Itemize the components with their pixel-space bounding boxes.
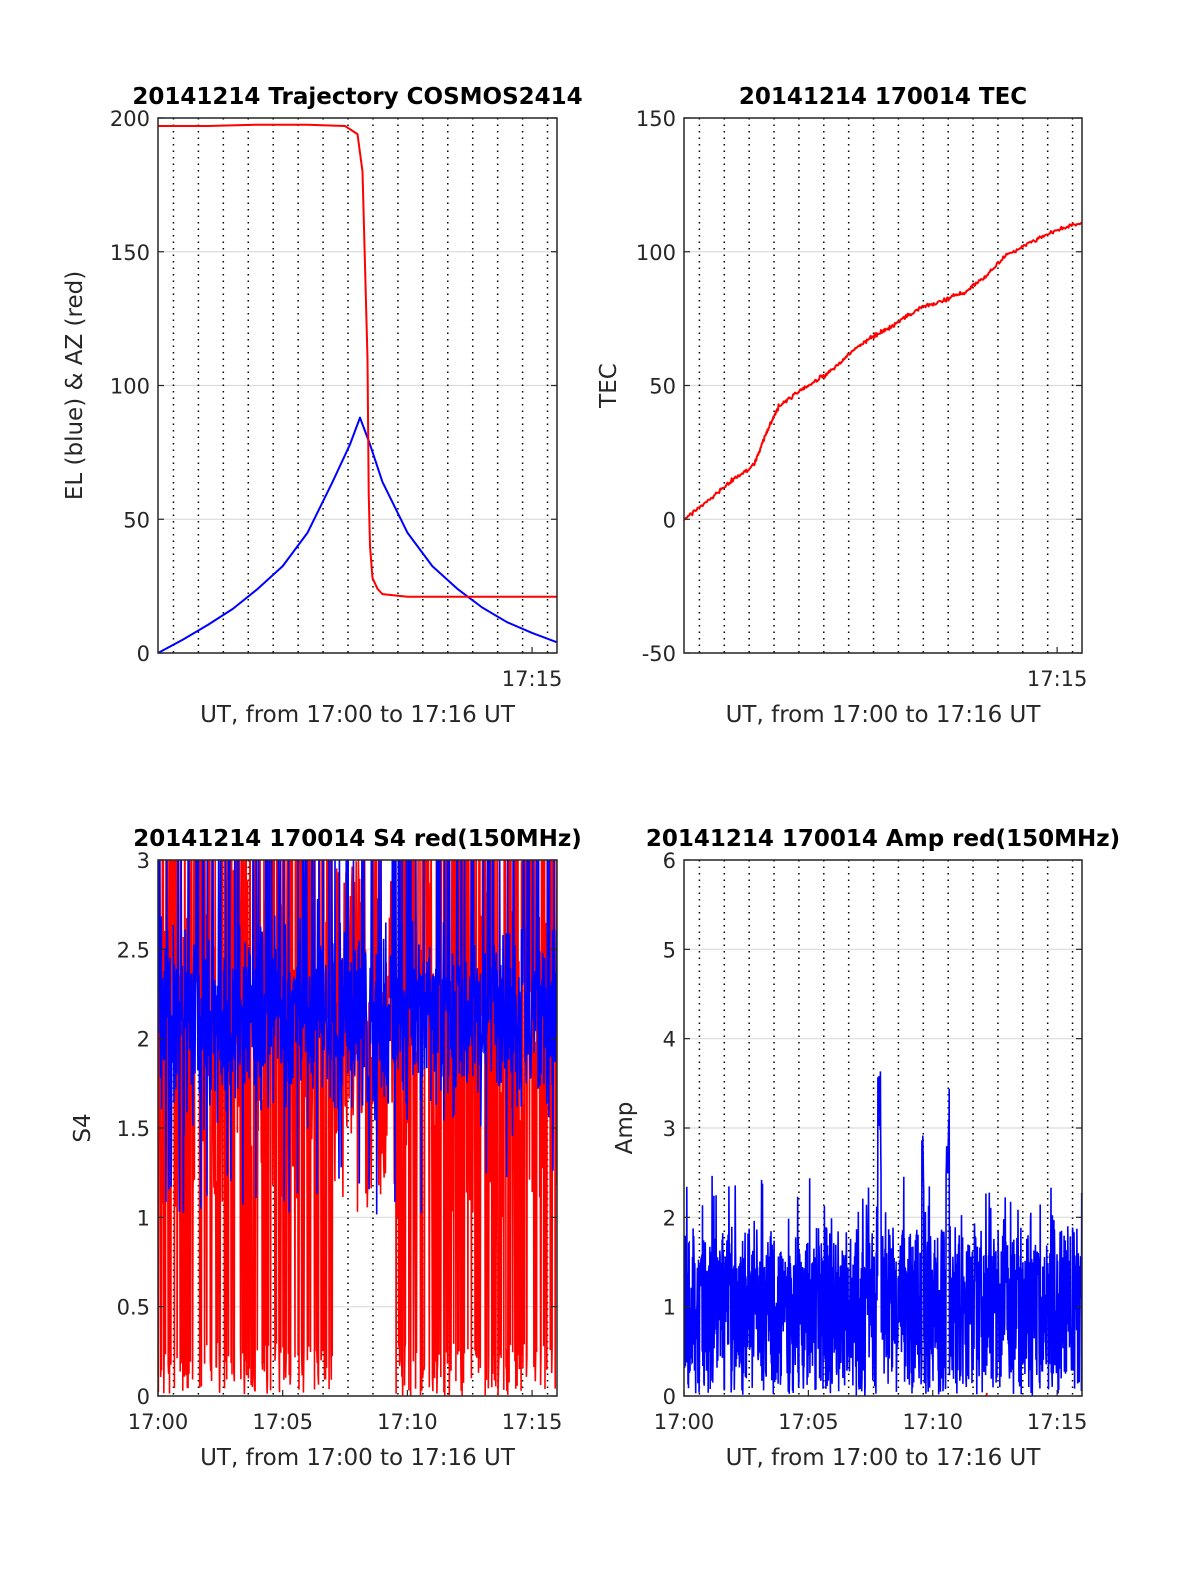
y-tick-label: 1.5 — [117, 1117, 150, 1141]
x-tick-label: 17:15 — [1027, 1410, 1088, 1434]
y-tick-label: 0 — [137, 1385, 150, 1409]
y-tick-label: 2.5 — [117, 938, 150, 962]
y-axis-label: EL (blue) & AZ (red) — [62, 271, 88, 500]
y-tick-label: -50 — [642, 642, 676, 666]
x-tick-label: 17:15 — [502, 667, 563, 691]
el-series-line — [158, 416, 557, 653]
y-tick-label: 3 — [663, 1117, 676, 1141]
x-tick-label: 17:05 — [778, 1410, 839, 1434]
y-tick-label: 50 — [649, 375, 676, 399]
amp-panel: 0 1 2 3 4 5 6 17:00 17:05 17:10 17:15 20141214 1700… — [612, 826, 1120, 1471]
x-axis-label: UT, from 17:00 to 17:16 UT — [200, 1445, 516, 1471]
amp-series-line — [684, 1071, 1082, 1396]
x-tick-label: 17:00 — [654, 1410, 715, 1434]
trajectory-panel: 0 50 100 150 200 17:15 20141214 Trajectory COS… — [62, 84, 583, 728]
y-tick-label: 150 — [110, 241, 150, 265]
chart-title: 20141214 170014 Amp red(150MHz) — [646, 826, 1120, 852]
y-tick-label: 0 — [663, 508, 676, 532]
plot-area — [158, 860, 557, 1396]
az-series-line — [158, 123, 557, 598]
tec-series-line — [684, 221, 1082, 521]
y-tick-label: 200 — [110, 107, 150, 131]
y-tick-label: 0 — [137, 642, 150, 666]
x-tick-label: 17:10 — [377, 1410, 438, 1434]
plot-area — [158, 123, 557, 653]
x-axis-label: UT, from 17:00 to 17:16 UT — [200, 702, 516, 728]
chart-title: 20141214 170014 TEC — [739, 84, 1027, 110]
y-tick-label: 4 — [663, 1028, 676, 1052]
x-tick-label: 17:00 — [128, 1410, 189, 1434]
y-tick-label: 100 — [636, 241, 676, 265]
tec-panel: -50 0 50 100 150 17:15 20141214 170014 TEC UT, … — [596, 84, 1087, 728]
y-tick-label: 3 — [137, 849, 150, 873]
y-tick-label: 150 — [636, 107, 676, 131]
plot-area — [684, 221, 1082, 521]
s4-blue-series-line — [158, 860, 557, 1215]
y-axis-label: S4 — [70, 1113, 96, 1142]
y-tick-label: 1 — [663, 1296, 676, 1320]
y-tick-label: 1 — [137, 1206, 150, 1230]
s4-panel: 0 0.5 1 1.5 2 2.5 3 17:00 17:05 17:10 17:15 2014121… — [70, 826, 582, 1471]
s4-red-series-line — [158, 860, 557, 1396]
x-tick-label: 17:10 — [902, 1410, 963, 1434]
x-tick-label: 17:15 — [502, 1410, 563, 1434]
y-tick-label: 5 — [663, 938, 676, 962]
y-axis-label: TEC — [596, 363, 622, 409]
x-tick-label: 17:15 — [1027, 667, 1088, 691]
y-axis-label: Amp — [612, 1102, 638, 1155]
y-tick-label: 0.5 — [117, 1296, 150, 1320]
y-tick-label: 2 — [137, 1028, 150, 1052]
chart-title: 20141214 170014 S4 red(150MHz) — [133, 826, 582, 852]
y-tick-label: 2 — [663, 1206, 676, 1230]
x-axis-label: UT, from 17:00 to 17:16 UT — [726, 702, 1042, 728]
x-axis-label: UT, from 17:00 to 17:16 UT — [726, 1445, 1042, 1471]
chart-title: 20141214 Trajectory COSMOS2414 — [132, 84, 582, 110]
y-tick-label: 100 — [110, 375, 150, 399]
y-tick-label: 0 — [663, 1385, 676, 1409]
y-tick-label: 50 — [123, 508, 150, 532]
y-tick-label: 6 — [663, 849, 676, 873]
x-tick-label: 17:05 — [252, 1410, 313, 1434]
